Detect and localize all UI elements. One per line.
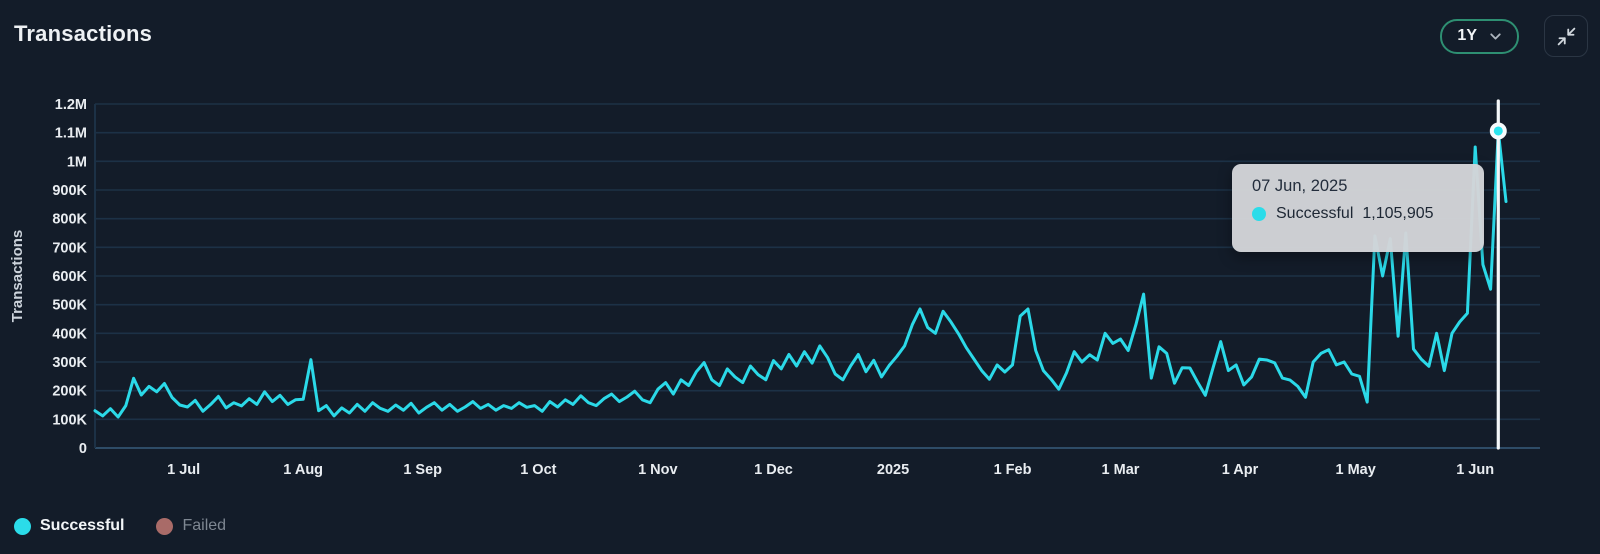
x-tick-label: 1 Feb xyxy=(994,462,1032,478)
y-tick-label: 600K xyxy=(52,269,87,285)
y-axis-title: Transactions xyxy=(9,230,26,323)
legend-label: Successful xyxy=(40,517,125,534)
y-tick-label: 500K xyxy=(52,298,87,314)
x-tick-label: 1 Nov xyxy=(638,462,678,478)
x-tick-label: 1 Aug xyxy=(283,462,323,478)
chart-legend: Successful Failed xyxy=(14,508,226,544)
y-tick-label: 400K xyxy=(52,326,87,342)
y-tick-label: 200K xyxy=(52,384,87,400)
tooltip-series-value: 1,105,905 xyxy=(1362,205,1434,222)
legend-label: Failed xyxy=(182,517,227,534)
x-tick-label: 1 Jul xyxy=(167,462,200,478)
time-range-value: 1Y xyxy=(1457,27,1477,44)
minimize-arrows-icon xyxy=(1556,26,1577,47)
x-tick-label: 1 Sep xyxy=(403,462,442,478)
y-tick-label: 1.1M xyxy=(55,126,87,142)
page-title: Transactions xyxy=(14,21,153,46)
x-tick-label: 1 Oct xyxy=(520,462,556,478)
y-tick-label: 900K xyxy=(52,183,87,199)
chart-header: Transactions 1Y xyxy=(0,0,1600,72)
y-tick-label: 1M xyxy=(67,154,87,170)
successful-series-dot xyxy=(14,517,31,535)
x-tick-label: 1 Mar xyxy=(1102,462,1140,478)
y-tick-label: 800K xyxy=(52,212,87,228)
y-tick-label: 1.2M xyxy=(55,97,87,113)
tooltip-series-label: Successful xyxy=(1276,205,1354,222)
y-tick-label: 0 xyxy=(79,441,87,457)
y-tick-label: 300K xyxy=(52,355,87,371)
x-tick-label: 1 Apr xyxy=(1222,462,1259,478)
y-tick-label: 100K xyxy=(52,412,87,428)
x-tick-label: 1 Dec xyxy=(754,462,793,478)
time-range-selector[interactable]: 1Y xyxy=(1440,18,1519,54)
successful-series-line xyxy=(93,129,1508,419)
x-tick-label: 1 May xyxy=(1335,462,1375,478)
legend-item-failed[interactable]: Failed xyxy=(156,517,226,535)
failed-series-dot xyxy=(156,517,174,535)
y-tick-label: 700K xyxy=(52,240,87,256)
chart-tooltip: 07 Jun, 2025 Successful 1,105,905 xyxy=(1232,164,1484,252)
legend-item-successful[interactable]: Successful xyxy=(14,517,124,535)
header-controls: 1Y xyxy=(1440,0,1588,72)
tooltip-date: 07 Jun, 2025 xyxy=(1252,177,1348,195)
x-tick-label: 2025 xyxy=(877,462,909,478)
x-tick-label: 1 Jun xyxy=(1456,462,1494,478)
tooltip-series-row: Successful 1,105,905 xyxy=(1252,205,1466,223)
highlighted-data-point[interactable] xyxy=(1489,122,1507,140)
chevron-down-icon xyxy=(1487,28,1504,45)
collapse-chart-button[interactable] xyxy=(1544,15,1588,57)
series-color-dot xyxy=(1252,207,1266,221)
